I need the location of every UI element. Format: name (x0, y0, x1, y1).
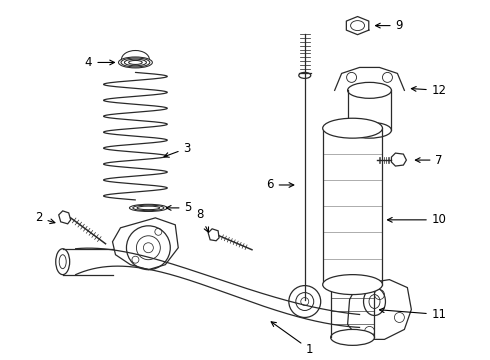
Text: 7: 7 (416, 154, 443, 167)
Text: 4: 4 (85, 56, 115, 69)
Ellipse shape (331, 276, 374, 293)
Ellipse shape (347, 82, 392, 98)
Text: 10: 10 (388, 213, 447, 226)
Text: 8: 8 (196, 208, 209, 232)
Ellipse shape (323, 275, 383, 294)
Circle shape (289, 285, 321, 318)
Text: 2: 2 (35, 211, 55, 224)
Text: 9: 9 (375, 19, 403, 32)
Text: 1: 1 (271, 322, 314, 356)
Text: 11: 11 (379, 308, 447, 321)
Text: 5: 5 (166, 201, 192, 215)
Text: 6: 6 (266, 179, 294, 192)
Ellipse shape (323, 118, 383, 138)
Ellipse shape (331, 329, 374, 345)
Text: 3: 3 (164, 141, 191, 157)
Text: 12: 12 (412, 84, 447, 97)
